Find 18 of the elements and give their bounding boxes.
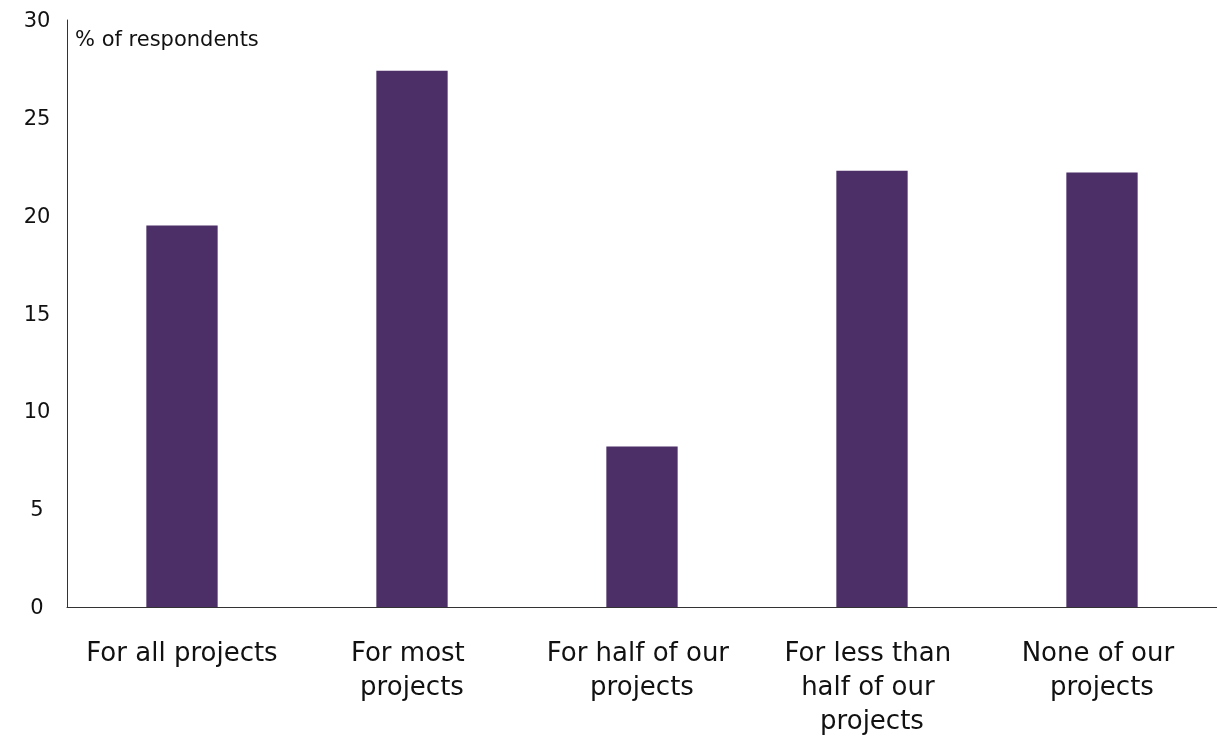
y-tick-label: 20 bbox=[23, 203, 51, 228]
x-tick-label: For half of our projects bbox=[546, 637, 738, 701]
y-axis-title: % of respondents bbox=[75, 26, 259, 51]
y-tick-label: 30 bbox=[23, 8, 51, 32]
bar bbox=[146, 225, 218, 607]
y-tick-label: 10 bbox=[23, 399, 51, 424]
bar bbox=[606, 446, 678, 607]
x-tick-label: None of our projects bbox=[1021, 637, 1183, 701]
y-tick-label: 25 bbox=[23, 105, 51, 130]
bar bbox=[376, 70, 448, 607]
x-tick-label: For all projects bbox=[86, 637, 278, 667]
x-tick-label: For less than half of our projects bbox=[784, 637, 960, 735]
bar bbox=[1066, 172, 1138, 607]
x-tick-label: For most projects bbox=[350, 637, 474, 701]
y-tick-label: 0 bbox=[30, 595, 44, 619]
bar bbox=[836, 170, 908, 607]
y-tick-label: 5 bbox=[30, 497, 44, 522]
y-tick-label: 15 bbox=[23, 301, 51, 326]
